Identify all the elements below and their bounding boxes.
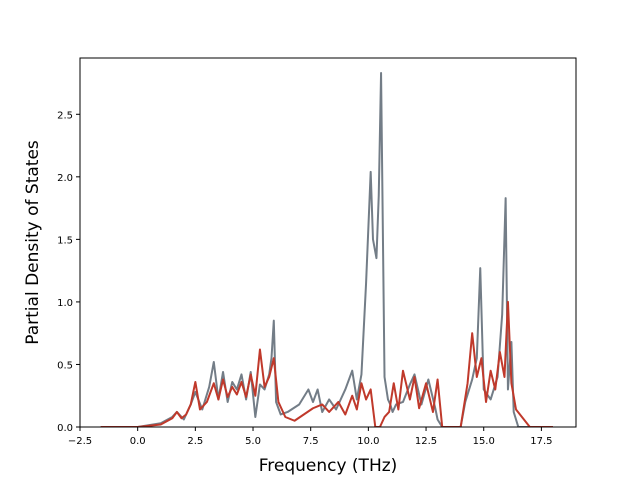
y-tick-label: 1.5 <box>57 235 73 246</box>
x-tick-label: 15.0 <box>473 436 495 447</box>
y-tick-label: 1.0 <box>57 298 73 309</box>
y-axis-label: Partial Density of States <box>23 140 43 345</box>
y-tick-label: 2.0 <box>57 173 73 184</box>
y-tick-label: 2.5 <box>57 110 73 121</box>
series-layer <box>100 72 553 427</box>
x-tick-label: 5.0 <box>245 436 261 447</box>
series-line-2 <box>100 300 553 427</box>
axes-frame <box>79 57 577 428</box>
x-axis-label: Frequency (THz) <box>259 456 398 476</box>
y-tick-label: 0.5 <box>57 360 73 371</box>
x-tick-label: 10.0 <box>357 436 379 447</box>
axes-layer: −2.5 0.0 2.5 5.0 7.5 10.0 12.5 15.0 17.5 0.0 0.5 1.… <box>57 57 577 447</box>
y-tick-label: 0.0 <box>57 423 73 434</box>
x-tick-label: 2.5 <box>187 436 203 447</box>
x-tick-label: 7.5 <box>303 436 319 447</box>
series-line-1 <box>100 72 553 427</box>
x-tick-label: 12.5 <box>415 436 437 447</box>
x-tick-label: 0.0 <box>130 436 146 447</box>
x-tick-label: −2.5 <box>68 436 92 447</box>
x-tick-label: 17.5 <box>530 436 552 447</box>
